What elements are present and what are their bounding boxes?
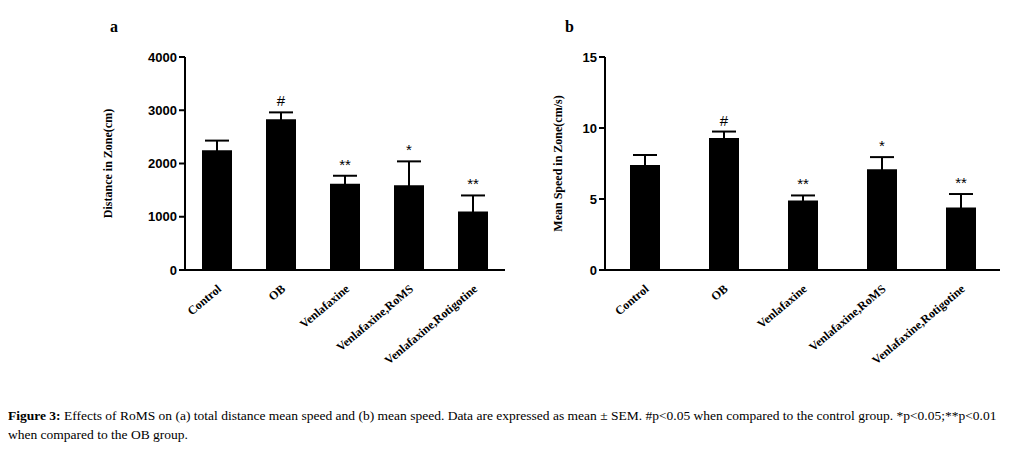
svg-text:OB: OB [266,282,288,304]
svg-text:15: 15 [583,50,597,65]
svg-text:Distance in Zone(cm): Distance in Zone(cm) [101,109,115,218]
svg-text:Venlafaxine,Rotigotine: Venlafaxine,Rotigotine [869,281,968,367]
html-text:b: b [565,18,574,35]
svg-text:Mean Speed in Zone(cm/s): Mean Speed in Zone(cm/s) [551,95,565,231]
svg-text:**: ** [467,175,479,192]
svg-text:Control: Control [185,281,225,318]
svg-text:#: # [720,112,729,129]
svg-text:3000: 3000 [148,103,177,118]
svg-text:Venlafaxine,RoMS: Venlafaxine,RoMS [806,281,889,354]
svg-text:0: 0 [170,263,177,278]
svg-text:**: ** [797,175,809,192]
svg-text:#: # [277,92,286,109]
svg-text:**: ** [955,174,967,191]
svg-text:Venlafaxine,RoMS: Venlafaxine,RoMS [333,281,417,355]
svg-text:Control: Control [612,281,652,318]
svg-text:10: 10 [583,121,597,136]
svg-text:**: ** [339,156,351,173]
svg-text:4000: 4000 [148,50,177,65]
svg-text:Venlafaxine,Rotigotine: Venlafaxine,Rotigotine [382,281,481,367]
svg-text:5: 5 [590,192,597,207]
svg-text:1000: 1000 [148,209,177,224]
svg-text:OB: OB [708,282,730,304]
svg-text:Venlafaxine: Venlafaxine [754,281,810,331]
svg-text:*: * [406,141,412,158]
svg-text:2000: 2000 [148,156,177,171]
svg-text:*: * [879,137,885,154]
svg-text:0: 0 [590,263,597,278]
html-text:a: a [110,18,118,35]
html-text:Figure 3: Effects of RoMS on (: Figure 3: Effects of RoMS on (a) total d… [8,408,997,442]
svg-text:Venlafaxine: Venlafaxine [297,281,353,331]
